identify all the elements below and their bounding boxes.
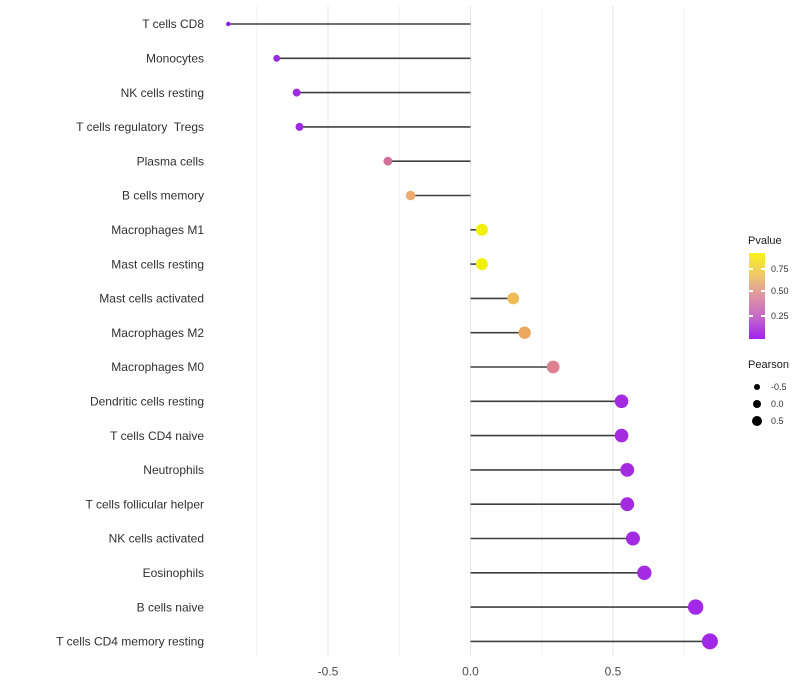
y-axis-label: Dendritic cells resting: [90, 395, 204, 409]
pvalue-legend-title: Pvalue: [748, 235, 782, 247]
y-axis-label: Monocytes: [146, 52, 204, 66]
y-axis-label: Macrophages M0: [111, 360, 204, 374]
pearson-size-label: -0.5: [771, 382, 787, 392]
y-axis-label: T cells CD4 memory resting: [56, 635, 204, 649]
x-axis-tick-label: -0.5: [318, 665, 339, 679]
lollipop-point: [687, 599, 704, 615]
colorbar-tickmark: [761, 315, 765, 317]
lollipop-point: [292, 88, 301, 97]
pearson-size-dot: [753, 383, 761, 391]
lollipop-point: [546, 360, 560, 374]
pearson-size-label: 0.0: [771, 399, 784, 409]
y-axis-label: Plasma cells: [137, 154, 204, 168]
y-axis-label: T cells CD8: [142, 17, 204, 31]
pearson-size-label: 0.5: [771, 416, 784, 426]
lollipop-point: [273, 54, 281, 62]
colorbar-tickmark: [761, 268, 765, 270]
lollipop-point: [614, 394, 629, 409]
lollipop-point: [295, 122, 304, 131]
lollipop-point: [507, 292, 520, 305]
colorbar-tickmark: [749, 290, 753, 292]
y-axis-label: Eosinophils: [143, 566, 204, 580]
colorbar-tickmark: [749, 315, 753, 317]
lollipop-point: [637, 565, 652, 580]
pvalue-colorbar: [749, 253, 765, 339]
colorbar-tickmark: [749, 268, 753, 270]
x-axis-tick-label: 0.0: [462, 665, 479, 679]
y-axis-label: Macrophages M1: [111, 223, 204, 237]
pearson-legend-title: Pearson: [748, 359, 789, 371]
lollipop-point: [620, 463, 635, 477]
y-axis-label: Macrophages M2: [111, 326, 204, 340]
lollipop-point: [226, 21, 231, 27]
y-axis-label: Mast cells resting: [111, 257, 204, 271]
lollipop-point: [405, 190, 416, 201]
y-axis-label: Neutrophils: [143, 463, 204, 477]
pearson-size-dot: [752, 416, 762, 426]
y-axis-label: NK cells resting: [121, 86, 204, 100]
y-axis-label: T cells CD4 naive: [110, 429, 204, 443]
lollipop-point: [475, 258, 488, 271]
lollipop-point: [701, 633, 718, 650]
lollipop-point: [614, 428, 629, 443]
lollipop-point: [383, 156, 393, 166]
colorbar-tick-label: 0.25: [771, 311, 789, 322]
y-axis-label: T cells follicular helper: [86, 497, 205, 511]
pearson-size-dot: [752, 399, 762, 409]
y-axis-label: B cells naive: [137, 600, 205, 614]
colorbar-tickmark: [761, 290, 765, 292]
lollipop-point: [620, 497, 635, 512]
lollipop-point: [625, 531, 640, 546]
colorbar-tick-label: 0.75: [771, 263, 789, 274]
lollipop-point: [475, 223, 488, 236]
y-axis-label: B cells memory: [122, 189, 204, 203]
lollipop-point: [518, 326, 531, 339]
y-axis-label: Mast cells activated: [99, 292, 204, 306]
y-axis-label: NK cells activated: [109, 532, 204, 546]
x-axis-tick-label: 0.5: [605, 665, 622, 679]
y-axis-label: T cells regulatory Tregs: [76, 120, 204, 134]
colorbar-tick-label: 0.50: [771, 286, 789, 296]
